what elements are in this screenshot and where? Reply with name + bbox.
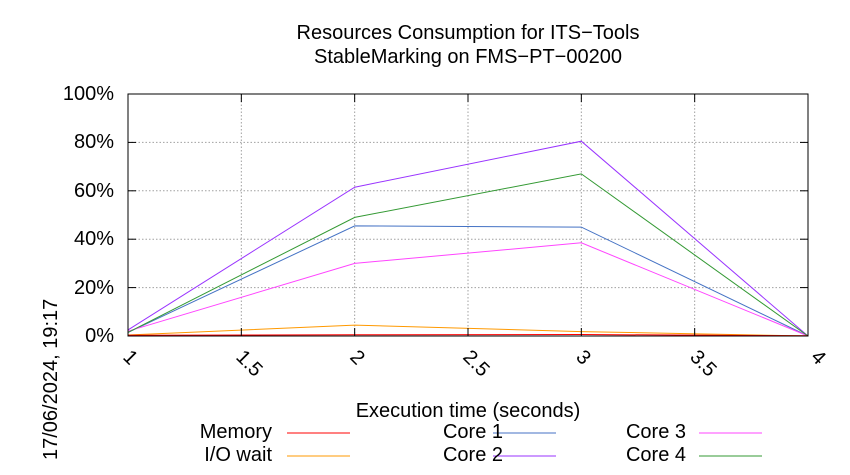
legend-label: I/O wait [204,444,272,466]
legend-label: Core 2 [442,444,503,466]
y-tick-label: 20% [73,276,114,299]
legend-label: Core 4 [625,444,686,466]
y-tick-label: 80% [73,131,114,154]
y-tick-label: 0% [85,325,114,347]
legend-label: Core 1 [442,421,503,443]
x-axis-label: Execution time (seconds) [355,400,581,422]
timestamp: 17/06/2024, 19:17 [40,298,62,460]
y-tick-label: 100% [62,83,114,105]
tick-marks [127,93,809,337]
series-line-core-2 [127,140,809,337]
legend-label: Memory [199,421,272,443]
legend-label: Core 3 [625,421,686,443]
y-tick-label: 60% [73,179,114,202]
y-tick-label: 40% [73,228,114,251]
series-line-core-1 [127,225,809,337]
legend-lines [287,432,762,457]
grid [128,94,808,336]
series-line-core-3 [127,242,809,337]
series-line-core-4 [127,173,809,337]
chart-title: Resources Consumption for ITS−Tools [296,22,640,44]
chart-subtitle: StableMarking on FMS−PT−00200 [314,46,622,68]
